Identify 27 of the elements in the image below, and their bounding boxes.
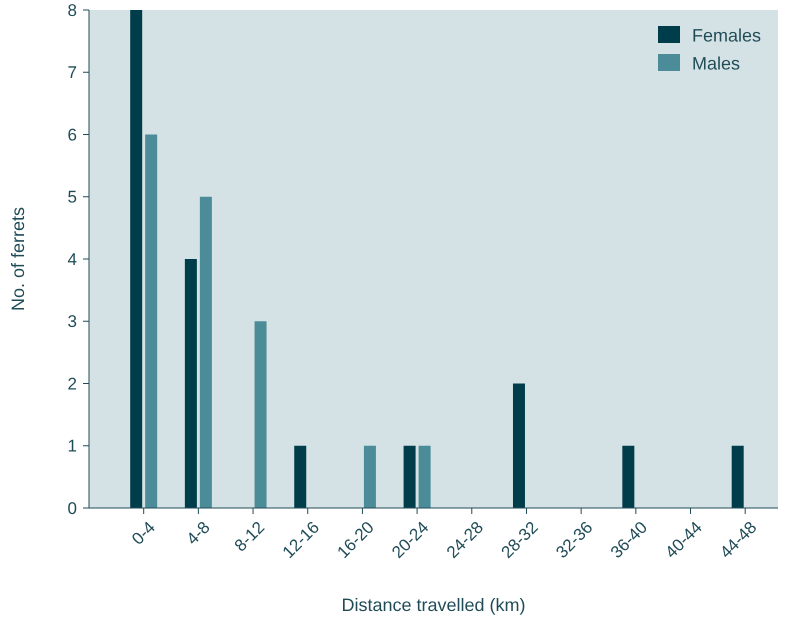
y-tick-label: 2	[68, 374, 77, 394]
y-tick-label: 6	[68, 125, 77, 144]
legend-label: Females	[692, 25, 762, 46]
legend-label: Males	[692, 53, 740, 74]
y-tick-label: 0	[68, 498, 77, 518]
bar	[512, 384, 525, 508]
y-tick-label: 8	[68, 0, 77, 20]
y-tick-label: 5	[68, 188, 77, 207]
bar	[404, 446, 416, 508]
bar	[732, 446, 744, 508]
bar	[294, 446, 306, 508]
bar	[622, 446, 634, 508]
y-tick-label: 1	[68, 436, 77, 456]
bar	[145, 134, 158, 508]
y-tick-label: 3	[68, 312, 77, 332]
bar	[200, 196, 212, 508]
bar	[184, 259, 197, 508]
bar	[254, 321, 267, 508]
x-tick-label: 0-4	[128, 518, 159, 549]
y-tick-label: 4	[68, 250, 77, 269]
bar	[418, 446, 431, 508]
x-axis-title: Distance travelled (km)	[341, 595, 526, 615]
bar	[130, 10, 142, 508]
y-tick-label: 7	[68, 63, 77, 82]
x-tick-label: 4-8	[182, 518, 214, 549]
y-axis-title: No. of ferrets	[8, 206, 28, 312]
bar	[364, 446, 376, 508]
